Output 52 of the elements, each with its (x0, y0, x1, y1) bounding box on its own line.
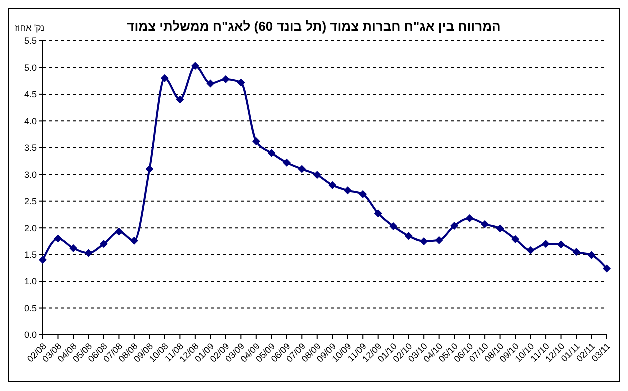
y-tick-label: 3.0 (24, 170, 37, 180)
point (344, 186, 352, 195)
point (526, 246, 535, 255)
point (572, 248, 581, 256)
point (481, 220, 490, 228)
point (450, 222, 459, 230)
point (130, 236, 138, 245)
y-tick-label: 2.0 (24, 223, 37, 234)
point (69, 244, 78, 252)
point (100, 240, 108, 248)
y-tick-label: 3.5 (24, 143, 37, 154)
point (496, 224, 504, 233)
point (160, 74, 169, 82)
point (222, 75, 230, 84)
point (146, 165, 154, 174)
point (298, 165, 306, 174)
y-tick-label: 1.5 (24, 250, 37, 260)
point (282, 158, 291, 167)
point (542, 240, 550, 248)
y-tick-label: 2.5 (24, 196, 37, 207)
y-tick-label: 0.0 (24, 330, 37, 340)
point (191, 62, 200, 70)
point (313, 171, 322, 180)
y-tick-label: 4.0 (24, 116, 37, 126)
y-tick-label: 5.0 (24, 62, 37, 73)
y-axis-title: נק' אחוז (15, 23, 45, 33)
point (512, 235, 520, 244)
point (206, 80, 215, 88)
point (557, 240, 566, 249)
y-tick-label: 1.0 (24, 276, 37, 287)
point (466, 214, 474, 222)
point (435, 236, 444, 244)
y-tick-label: 4.5 (24, 90, 37, 100)
point (39, 256, 47, 264)
point (359, 190, 368, 198)
point (54, 234, 62, 243)
y-tick-label: 0.5 (24, 303, 37, 314)
point (588, 251, 596, 260)
point (374, 210, 382, 218)
point (176, 96, 184, 104)
point (420, 237, 428, 246)
point (237, 78, 246, 87)
point (268, 149, 276, 158)
point (252, 137, 260, 146)
point (404, 232, 413, 240)
point (115, 228, 124, 236)
point (603, 264, 611, 273)
point (328, 181, 337, 190)
point (390, 222, 398, 230)
chart-title: המרווח בין אג"ח חברות צמוד (תל בונד 60) לאג"ח ממשלתי צמוד (127, 19, 501, 34)
y-tick-label: 5.5 (24, 36, 37, 46)
point (84, 249, 93, 258)
